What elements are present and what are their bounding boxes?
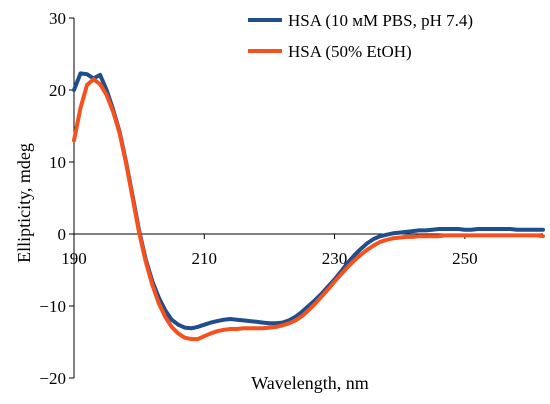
y-tick-label: 20 [49,81,66,100]
x-tick-label: 250 [452,249,478,268]
y-tick-label: 10 [49,153,66,172]
series-layer [72,71,545,342]
legend-label-1: HSA (10 мМ PBS, pH 7.4) [288,11,473,30]
x-tick-label: 190 [61,249,87,268]
series-line-2 [72,77,545,342]
x-tick-label: 230 [322,249,348,268]
y-tick-label: 0 [58,225,67,244]
y-axis-title: Ellipticity, mdeg [14,143,34,263]
axes: −20 −10 0 10 20 30 190 210 230 250 [39,9,543,388]
y-tick-label: −10 [39,297,66,316]
x-tick-label: 210 [192,249,218,268]
y-tick-label: 30 [49,9,66,28]
series-line-1 [72,71,545,331]
x-axis-title: Wavelength, nm [251,373,369,393]
legend-label-2: HSA (50% EtOH) [288,42,412,61]
legend: HSA (10 мМ PBS, pH 7.4) HSA (50% EtOH) [248,11,473,61]
y-tick-label: −20 [39,369,66,388]
